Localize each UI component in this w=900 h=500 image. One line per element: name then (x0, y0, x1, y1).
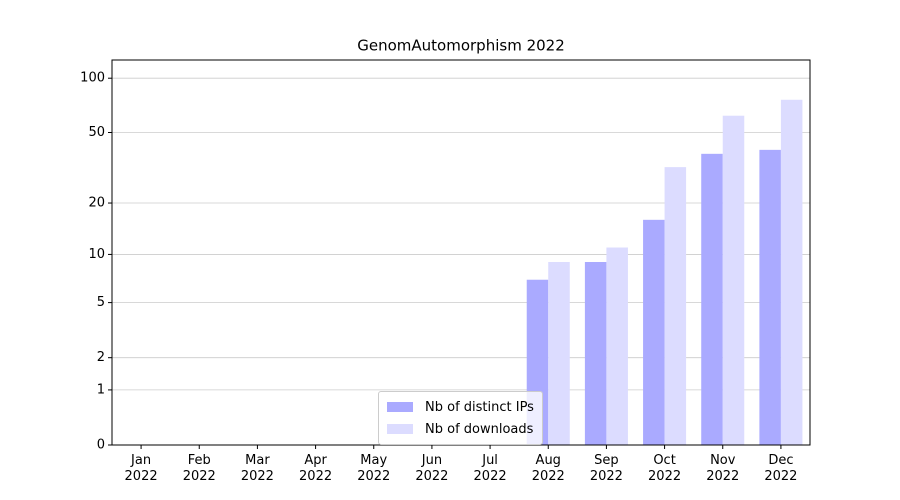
bar (701, 153, 723, 445)
legend-swatch (387, 424, 413, 434)
bar (606, 247, 628, 445)
y-tick-label: 50 (88, 125, 105, 140)
bar (643, 219, 665, 445)
x-tick-label: Aug 2022 (531, 453, 565, 484)
legend: Nb of distinct IPs Nb of downloads (378, 391, 543, 445)
y-tick-label: 20 (88, 196, 105, 211)
bar (759, 149, 781, 445)
x-tick-label: Feb 2022 (182, 453, 216, 484)
x-tick-label: Jan 2022 (124, 453, 158, 484)
y-tick-label: 10 (88, 247, 105, 262)
legend-swatch (387, 402, 413, 412)
plot-frame (111, 59, 811, 446)
x-tick-label: Jul 2022 (473, 453, 507, 484)
x-tick-label: Apr 2022 (299, 453, 333, 484)
bar (780, 99, 803, 446)
legend-item: Nb of downloads (387, 418, 534, 440)
y-tick-label: 5 (97, 295, 105, 310)
bar (584, 261, 607, 445)
x-tick-label: Dec 2022 (764, 453, 798, 484)
x-tick-label: Nov 2022 (706, 453, 740, 484)
y-tick-label: 100 (80, 71, 105, 86)
chart-title: GenomAutomorphism 2022 (357, 37, 565, 55)
y-tick-label: 0 (97, 438, 105, 453)
legend-item: Nb of distinct IPs (387, 396, 534, 418)
bar (548, 261, 570, 445)
y-tick-label: 2 (97, 350, 105, 365)
x-tick-label: Sep 2022 (589, 453, 623, 484)
bar (664, 167, 687, 445)
legend-label: Nb of downloads (425, 421, 534, 437)
x-tick-label: Jun 2022 (415, 453, 449, 484)
x-tick-label: Oct 2022 (648, 453, 682, 484)
x-tick-label: Mar 2022 (240, 453, 274, 484)
y-tick-label: 1 (97, 382, 105, 397)
legend-label: Nb of distinct IPs (425, 399, 534, 415)
bar (722, 115, 745, 445)
x-tick-label: May 2022 (357, 453, 391, 484)
